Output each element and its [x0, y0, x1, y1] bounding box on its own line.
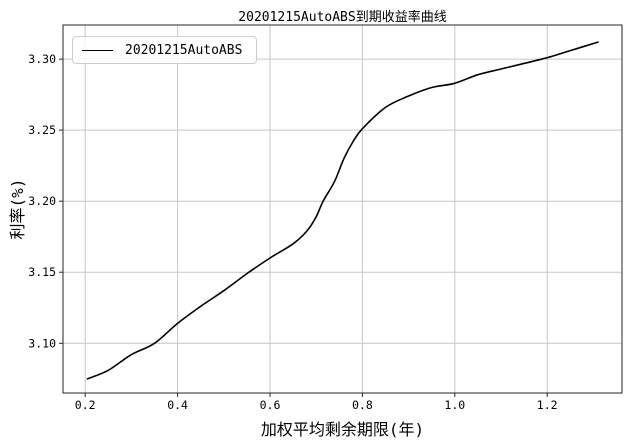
y-axis-label: 利率(%) [8, 178, 27, 240]
x-tick-label: 1.0 [444, 398, 465, 412]
y-tick-label: 3.25 [28, 123, 56, 137]
x-tick-label: 0.2 [75, 398, 96, 412]
y-tick-label: 3.10 [28, 336, 56, 350]
x-tick-label: 0.8 [352, 398, 373, 412]
legend: 20201215AutoABS [72, 36, 258, 64]
y-tick-label: 3.30 [28, 52, 56, 66]
plot-border [62, 24, 623, 394]
x-tick-label: 0.6 [260, 398, 281, 412]
x-axis-label: 加权平均剩余期限(年) [260, 420, 425, 439]
x-tick-label: 0.4 [167, 398, 188, 412]
series-line [86, 41, 599, 380]
y-tick-label: 3.15 [28, 265, 56, 279]
legend-line-sample [82, 49, 113, 51]
legend-label: 20201215AutoABS [125, 42, 243, 58]
x-tick-label: 1.2 [537, 398, 558, 412]
y-tick-label: 3.20 [28, 194, 56, 208]
chart-title: 20201215AutoABS到期收益率曲线 [238, 10, 447, 25]
